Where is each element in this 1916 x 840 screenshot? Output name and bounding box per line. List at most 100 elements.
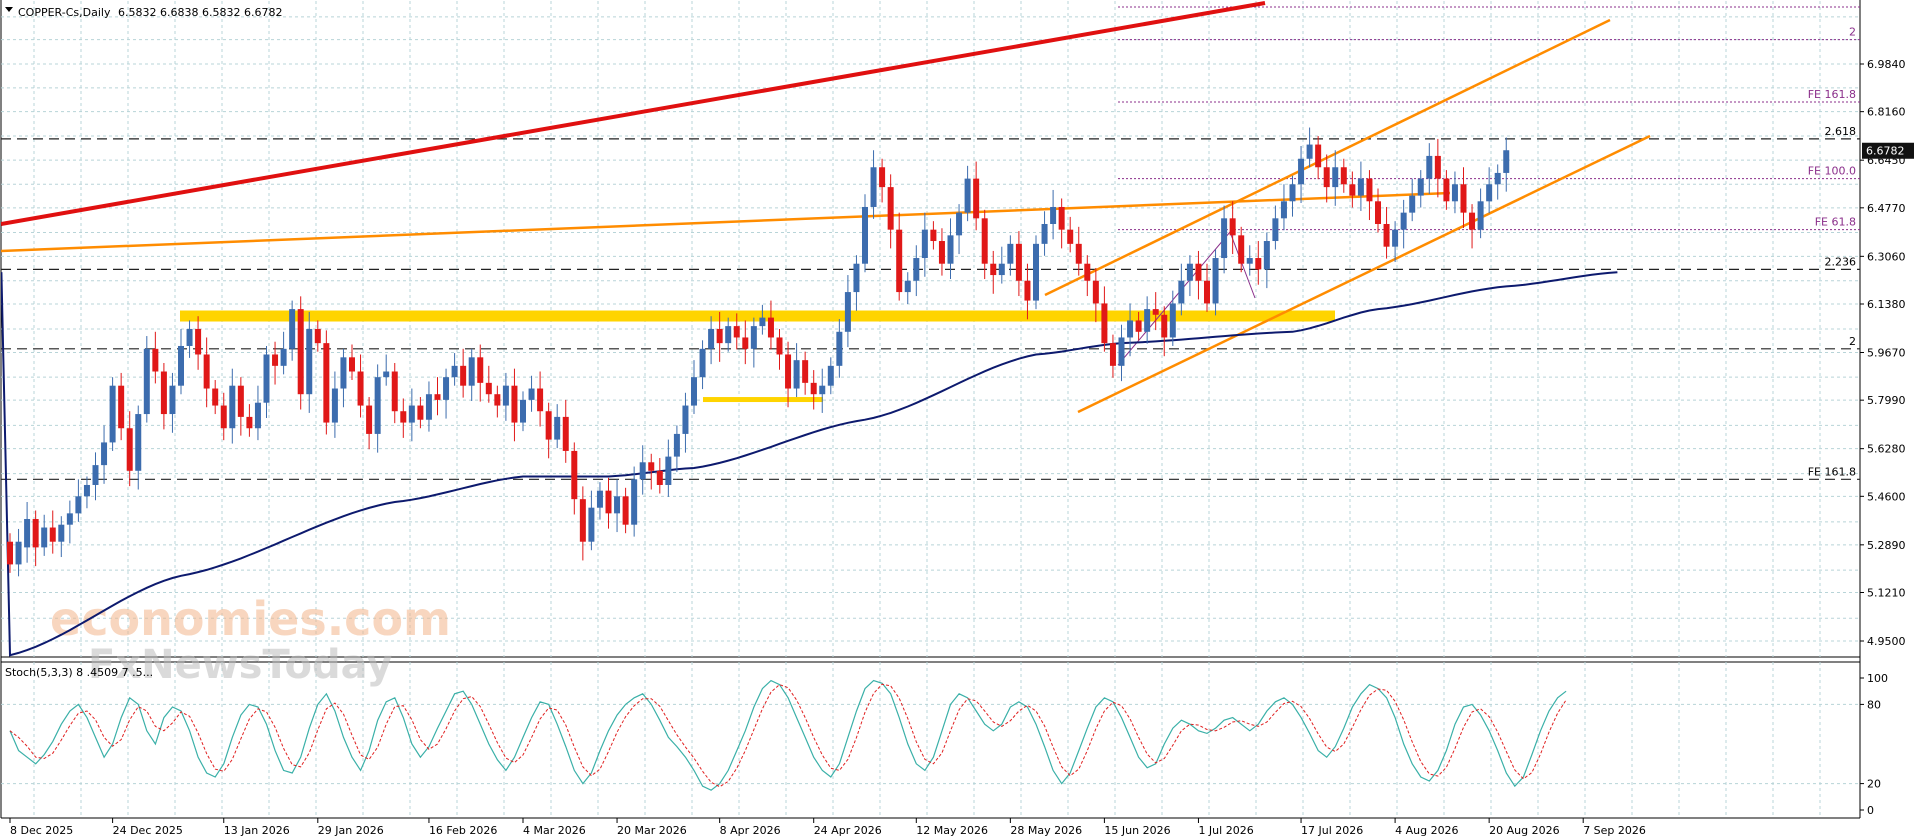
time-tick-label: 4 Aug 2026 [1395, 824, 1458, 837]
price-tick-label: 6.9840 [1867, 58, 1906, 71]
candle-body [340, 357, 347, 389]
candle-body [160, 371, 167, 415]
candle-body [554, 416, 561, 440]
level-label: 2.236 [1825, 255, 1857, 268]
candle-body [272, 354, 279, 366]
candle-body [631, 479, 638, 525]
candle-body [1067, 229, 1074, 244]
candle-body [1092, 280, 1099, 304]
candle-body [306, 328, 313, 395]
time-tick-label: 24 Dec 2025 [113, 824, 183, 837]
candle-body [691, 377, 697, 406]
candle-body [289, 309, 296, 349]
trend-lines [1, 1, 1651, 414]
candle-body [383, 371, 390, 378]
candle-body [622, 496, 629, 525]
candle-body [66, 513, 73, 525]
candle-body [545, 411, 552, 440]
candle-body [1195, 263, 1202, 281]
candle-body [391, 371, 398, 412]
candle-body [981, 218, 988, 264]
candle-body [1366, 178, 1373, 202]
candle-body [1135, 320, 1142, 332]
candle-body [528, 388, 535, 400]
price-tick-label: 6.8160 [1867, 106, 1906, 119]
candle-body [7, 541, 13, 565]
candle-body [956, 212, 963, 236]
candle-body [41, 527, 48, 548]
candle-body [1272, 218, 1279, 242]
level-label: 2.618 [1825, 125, 1857, 138]
candle-body [913, 258, 920, 281]
candle-body [1477, 201, 1484, 230]
candle-body [237, 385, 244, 417]
candle-body [596, 490, 603, 508]
candle-body [964, 178, 971, 213]
candle-body [1212, 258, 1219, 304]
time-tick-label: 8 Apr 2026 [720, 824, 781, 837]
grid [1, 1, 1860, 818]
candle-body [1340, 167, 1347, 185]
support-zone-small [703, 397, 823, 403]
candle-body [417, 405, 424, 420]
candle-body [1084, 263, 1091, 281]
candle-body [1494, 172, 1501, 185]
candle-body [1486, 184, 1493, 202]
stoch-tick-label: 20 [1867, 778, 1881, 791]
candle-body [725, 326, 732, 344]
stoch-k-line [9, 679, 1567, 791]
price-tick-label: 4.9500 [1867, 635, 1906, 648]
candle-body [1221, 218, 1228, 259]
candle-body [92, 465, 99, 485]
candle-body [699, 348, 706, 378]
candle-body [58, 524, 65, 542]
watermark-economies: economies.com [50, 592, 451, 646]
candle-body [673, 433, 680, 457]
candle-body [1058, 206, 1065, 230]
candle-body [374, 377, 381, 434]
candle-body [1169, 303, 1176, 338]
candle-body [802, 360, 809, 383]
time-tick-label: 16 Feb 2026 [429, 824, 497, 837]
candle-body [1238, 235, 1245, 264]
candle-body [1392, 229, 1399, 247]
candle-body [562, 416, 569, 451]
candle-body [203, 354, 210, 389]
candle-body [366, 405, 373, 434]
stoch-tick-label: 80 [1867, 698, 1881, 711]
candle-body [1434, 155, 1441, 179]
candle-body [1426, 155, 1433, 179]
candle-body [853, 263, 860, 293]
candle-body [1375, 201, 1381, 224]
candle-body [32, 519, 39, 548]
time-tick-label: 13 Jan 2026 [224, 824, 290, 837]
time-tick-label: 24 Apr 2026 [814, 824, 882, 837]
candle-body [425, 394, 432, 420]
candle-body [793, 360, 800, 389]
candle-body [195, 328, 202, 355]
watermark-fxnewstoday: FxNewsToday [88, 642, 392, 688]
candle-body [408, 405, 415, 423]
stochastic-panel [1, 679, 1860, 791]
candle-body [579, 499, 586, 542]
orange-horizontal-trend [1, 191, 1451, 253]
candle-body [24, 519, 31, 548]
price-tick-label: 5.9670 [1867, 347, 1906, 360]
candle-body [1015, 243, 1022, 281]
axes: 6.98406.81606.64506.47706.30606.13805.96… [9, 58, 1914, 837]
candle-body [1152, 309, 1159, 315]
candle-body [921, 229, 928, 259]
candle-body [246, 416, 253, 429]
candle-body [938, 241, 945, 264]
candle-body [1246, 258, 1253, 264]
candle-body [810, 382, 817, 395]
candle-body [1161, 314, 1168, 338]
candle-body [648, 462, 655, 471]
candle-body [109, 385, 116, 443]
candle-body [887, 187, 894, 230]
price-tick-label: 5.6280 [1867, 443, 1906, 456]
channel-lower-line [1077, 134, 1651, 414]
candle-body [571, 450, 578, 500]
